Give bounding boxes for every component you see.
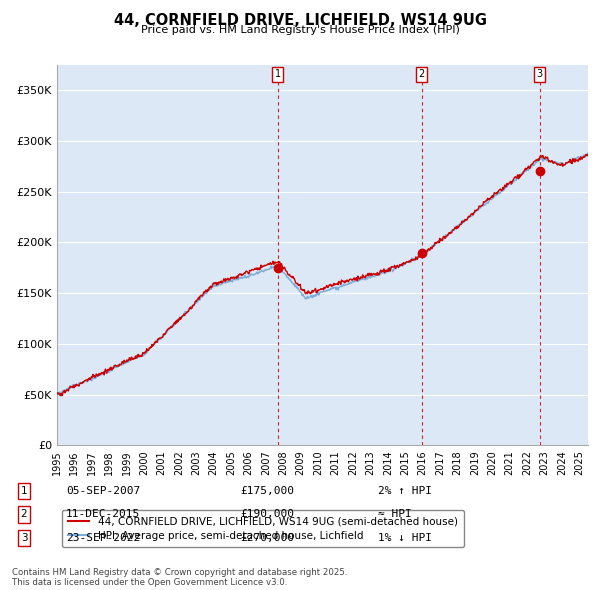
Text: 1: 1 (20, 486, 28, 496)
Text: Contains HM Land Registry data © Crown copyright and database right 2025.
This d: Contains HM Land Registry data © Crown c… (12, 568, 347, 587)
Text: Price paid vs. HM Land Registry's House Price Index (HPI): Price paid vs. HM Land Registry's House … (140, 25, 460, 35)
Text: £190,000: £190,000 (240, 510, 294, 519)
Text: £270,000: £270,000 (240, 533, 294, 543)
Text: 2: 2 (419, 70, 425, 80)
Text: 23-SEP-2022: 23-SEP-2022 (66, 533, 140, 543)
Text: 3: 3 (537, 70, 543, 80)
Text: 2: 2 (20, 510, 28, 519)
Text: 05-SEP-2007: 05-SEP-2007 (66, 486, 140, 496)
Text: 1% ↓ HPI: 1% ↓ HPI (378, 533, 432, 543)
Text: 3: 3 (20, 533, 28, 543)
Legend: 44, CORNFIELD DRIVE, LICHFIELD, WS14 9UG (semi-detached house), HPI: Average pri: 44, CORNFIELD DRIVE, LICHFIELD, WS14 9UG… (62, 510, 464, 547)
Text: 11-DEC-2015: 11-DEC-2015 (66, 510, 140, 519)
Text: 44, CORNFIELD DRIVE, LICHFIELD, WS14 9UG: 44, CORNFIELD DRIVE, LICHFIELD, WS14 9UG (113, 13, 487, 28)
Text: £175,000: £175,000 (240, 486, 294, 496)
Text: ≈ HPI: ≈ HPI (378, 510, 412, 519)
Text: 1: 1 (275, 70, 281, 80)
Text: 2% ↑ HPI: 2% ↑ HPI (378, 486, 432, 496)
